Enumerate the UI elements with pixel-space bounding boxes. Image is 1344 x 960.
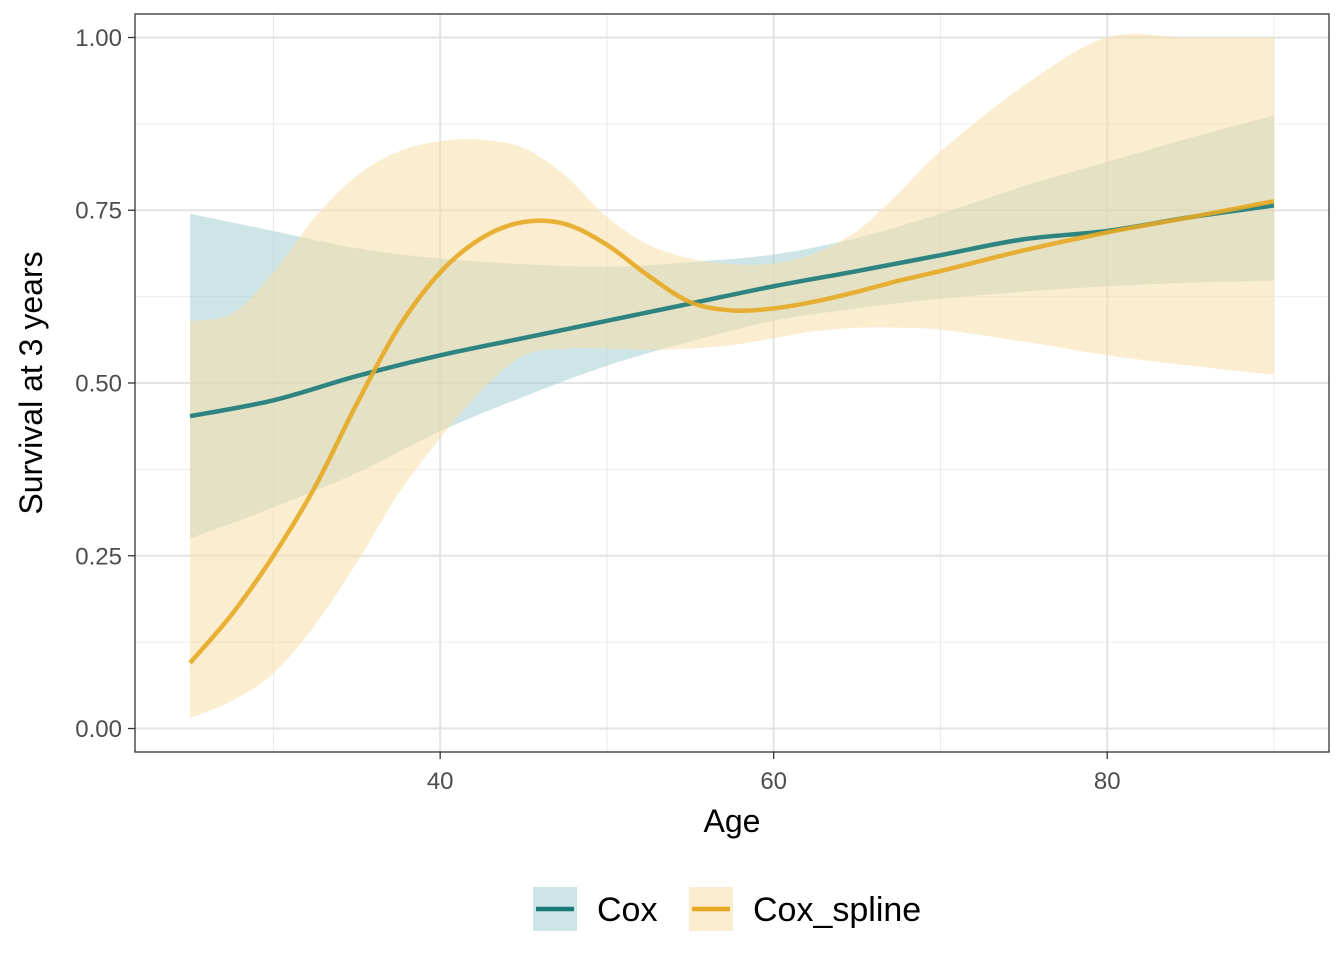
series-lines [188,199,1275,665]
major-gridlines [135,14,1329,752]
x-axis: 40 60 80 [427,752,1121,795]
line-cox-spline [188,199,1275,665]
y-tick-label: 0.00 [75,716,122,743]
y-tick-label: 0.50 [75,371,122,398]
y-axis: 0.00 0.25 0.50 0.75 1.00 [75,25,135,743]
x-tick-label: 60 [760,768,787,795]
y-tick-label: 0.75 [75,198,122,225]
y-tick-label: 0.25 [75,543,122,570]
x-tick-label: 80 [1094,768,1121,795]
ribbon-cox-spline [190,33,1274,719]
confidence-bands [190,33,1274,719]
x-tick-label: 40 [427,768,454,795]
y-tick-label: 1.00 [75,25,122,52]
y-axis-title: Survival at 3 years [13,251,49,514]
legend-label-cox-spline: Cox_spline [753,891,921,929]
x-axis-title: Age [704,803,761,839]
legend: Cox Cox_spline [533,887,921,931]
legend-label-cox: Cox [597,891,657,929]
